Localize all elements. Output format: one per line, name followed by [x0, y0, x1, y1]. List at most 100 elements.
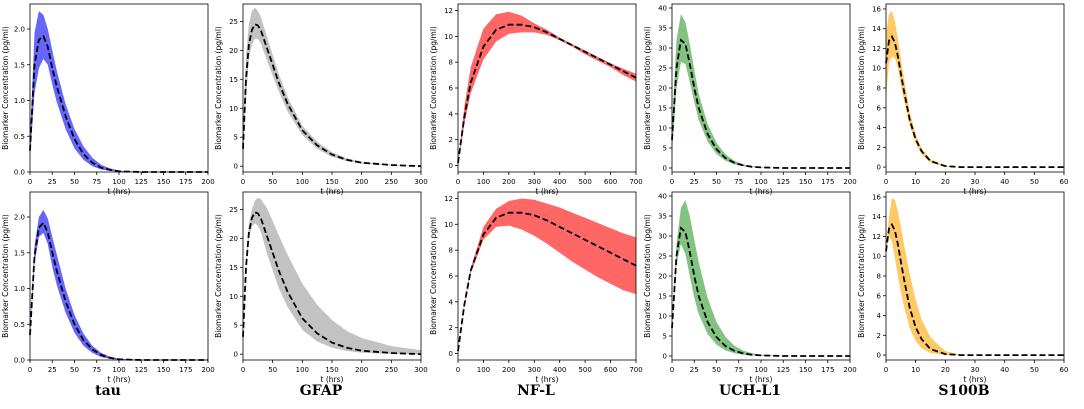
y-tick-label: 6 [449, 85, 454, 93]
y-tick-label: 1.5 [14, 61, 25, 69]
y-tick-label: 0 [449, 350, 453, 358]
y-tick-label: 2 [449, 136, 453, 144]
y-tick-label: 35 [658, 213, 667, 221]
x-tick-label: 0 [456, 366, 460, 374]
x-tick-label: 150 [157, 366, 170, 374]
x-tick-label: 125 [135, 366, 148, 374]
mean-curve [671, 226, 850, 357]
confidence-band [458, 198, 636, 351]
x-tick-label: 0 [884, 178, 888, 186]
y-tick-label: 15 [658, 293, 667, 301]
x-tick-label: 0 [241, 178, 245, 186]
x-tick-label: 200 [201, 178, 214, 186]
plot-uchl1-row2: 0 25 50 75 100 125 150 175 200 0 5 10 15 20 25 30 35 40 t … [643, 191, 857, 384]
y-tick-label: 5 [234, 134, 238, 142]
x-axis-label: t (hrs) [321, 375, 344, 384]
x-tick-label: 50 [268, 178, 277, 186]
x-axis-label: t (hrs) [536, 375, 559, 384]
y-tick-label: 2 [877, 144, 881, 152]
y-tick-label: 5 [663, 333, 667, 341]
x-tick-label: 200 [355, 178, 368, 186]
y-tick-label: 2 [877, 332, 881, 340]
y-tick-label: 10 [444, 33, 453, 41]
x-axis-label: t (hrs) [108, 375, 131, 384]
y-tick-label: 10 [658, 125, 667, 133]
y-tick-label: 1.5 [14, 249, 25, 257]
x-tick-label: 75 [734, 178, 743, 186]
x-tick-label: 0 [670, 178, 674, 186]
x-tick-label: 0 [670, 366, 674, 374]
y-tick-label: 35 [658, 25, 667, 33]
mean-curve [885, 222, 1064, 356]
x-tick-label: 700 [629, 178, 642, 186]
y-tick-label: 8 [449, 247, 453, 255]
x-tick-label: 700 [629, 366, 642, 374]
y-tick-label: 0 [663, 165, 667, 173]
plot-gfap-row2: 0 50 100 150 200 250 300 0 5 10 15 20 25 t (hrs) Bioma… [214, 191, 428, 384]
x-tick-label: 50 [268, 366, 277, 374]
x-tick-label: 100 [754, 366, 767, 374]
y-tick-label: 20 [658, 273, 667, 281]
y-tick-label: 0 [234, 351, 238, 359]
y-tick-label: 5 [234, 322, 238, 330]
x-tick-label: 200 [843, 366, 856, 374]
y-tick-label: 4 [449, 110, 454, 118]
x-tick-label: 300 [528, 366, 541, 374]
x-tick-label: 100 [112, 366, 125, 374]
plot-uchl1-row1: 0 25 50 75 100 125 150 175 200 0 5 10 15 20 25 30 35 40 t … [643, 3, 857, 196]
x-tick-label: 25 [48, 178, 57, 186]
plot-gfap-row1: 0 50 100 150 200 250 300 0 5 10 15 20 25 t (hrs) Bioma… [214, 3, 428, 196]
x-tick-label: 0 [28, 178, 32, 186]
x-tick-label: 100 [112, 178, 125, 186]
x-tick-label: 300 [528, 178, 541, 186]
plot-nfl-row1: 0 100 200 300 400 500 600 700 0 2 4 6 8 10 12 t (hrs) Bi… [429, 3, 643, 196]
x-tick-label: 50 [1030, 178, 1039, 186]
x-tick-label: 0 [241, 366, 245, 374]
column-label-tau: tau [95, 383, 121, 399]
x-tick-label: 50 [70, 178, 79, 186]
column-label-nfl: NF-L [517, 383, 555, 399]
y-tick-label: 14 [872, 213, 881, 221]
y-tick-label: 15 [229, 264, 238, 272]
confidence-band [243, 7, 421, 167]
x-tick-label: 0 [456, 178, 460, 186]
y-tick-label: 10 [444, 221, 453, 229]
x-tick-label: 100 [477, 366, 490, 374]
x-tick-label: 40 [1000, 366, 1009, 374]
y-tick-label: 2 [449, 324, 453, 332]
confidence-band [243, 197, 421, 355]
y-tick-label: 8 [449, 59, 453, 67]
confidence-band [458, 11, 636, 163]
x-tick-label: 250 [385, 178, 398, 186]
x-axis-label: t (hrs) [536, 187, 559, 196]
y-tick-label: 10 [229, 105, 238, 113]
y-tick-label: 0.0 [14, 357, 25, 365]
y-tick-label: 30 [658, 45, 667, 53]
y-axis-label: Biomarker Concentration (pg/ml) [1, 26, 10, 150]
x-tick-label: 150 [325, 178, 338, 186]
confidence-band [672, 200, 850, 356]
y-axis-label: Biomarker Concentration (pg/ml) [857, 26, 866, 150]
y-tick-label: 6 [877, 292, 882, 300]
x-tick-label: 150 [325, 366, 338, 374]
x-tick-label: 100 [296, 178, 309, 186]
mean-curve [29, 221, 208, 361]
x-tick-label: 125 [135, 178, 148, 186]
axes-frame [671, 3, 851, 173]
y-tick-label: 8 [877, 85, 881, 93]
column-label-gfap: GFAP [299, 383, 343, 399]
y-tick-label: 2.0 [14, 26, 25, 34]
y-tick-label: 16 [872, 5, 881, 13]
y-tick-label: 0.5 [14, 321, 25, 329]
y-tick-label: 15 [658, 105, 667, 113]
y-tick-label: 20 [229, 47, 238, 55]
x-tick-label: 25 [690, 178, 699, 186]
confidence-band [886, 197, 1064, 356]
x-tick-label: 50 [712, 178, 721, 186]
confidence-band [30, 209, 208, 360]
x-tick-label: 100 [477, 178, 490, 186]
x-tick-label: 50 [70, 366, 79, 374]
x-tick-label: 150 [799, 366, 812, 374]
y-tick-label: 10 [872, 253, 881, 261]
